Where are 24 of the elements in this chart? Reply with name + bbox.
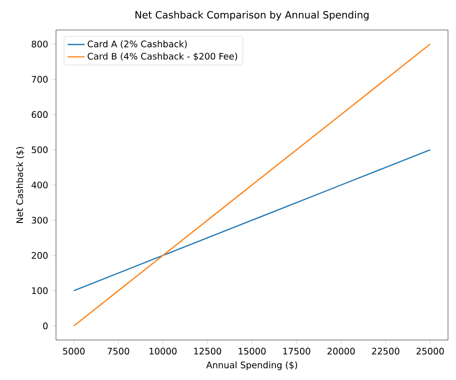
x-tick-label: 22500 <box>372 348 400 355</box>
y-tick-label: 800 <box>32 40 48 48</box>
x-tick-label: 5000 <box>63 348 85 355</box>
x-tick-label: 10000 <box>150 348 177 355</box>
x-tick-label: 20000 <box>327 348 355 355</box>
x-tick-label: 12500 <box>194 348 222 355</box>
line-series <box>73 149 431 292</box>
y-tick-label: 400 <box>32 182 48 188</box>
legend-label: Card B (4% Cashback - $200 Fee) <box>88 52 238 61</box>
y-tick-label: 700 <box>32 76 48 83</box>
x-tick-label: 7500 <box>108 348 130 355</box>
y-tick-label: 300 <box>32 216 48 224</box>
x-axis-title: Annual Spending ($) <box>206 361 298 370</box>
y-tick-label: 200 <box>32 252 48 259</box>
legend-label: Card A (2% Cashback) <box>88 40 187 48</box>
x-tick-label: 17500 <box>283 348 310 355</box>
y-tick-label: 0 <box>43 322 48 330</box>
y-axis-title: Net Cashback ($) <box>16 146 24 223</box>
y-tick-label: 500 <box>32 146 48 154</box>
x-tick-label: 25000 <box>416 348 444 355</box>
chart-title: Net Cashback Comparison by Annual Spending <box>136 10 369 21</box>
y-tick-label: 100 <box>32 287 48 294</box>
y-tick-label: 600 <box>32 111 48 118</box>
x-tick-label: 15000 <box>238 348 266 355</box>
